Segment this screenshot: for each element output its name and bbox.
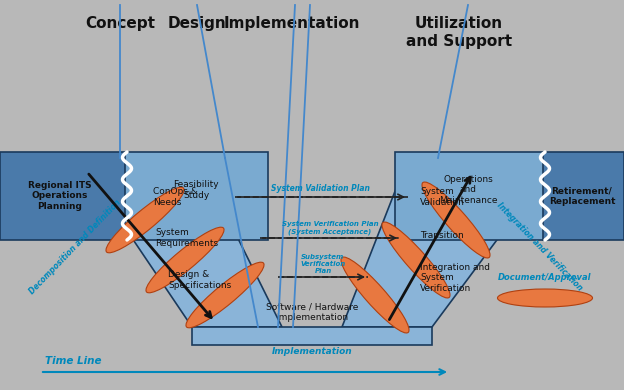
Text: Concept: Concept — [85, 16, 155, 31]
Polygon shape — [192, 327, 432, 345]
Ellipse shape — [341, 257, 409, 333]
Ellipse shape — [497, 289, 593, 307]
Ellipse shape — [382, 222, 450, 298]
Text: Integration and
System
Verification: Integration and System Verification — [420, 263, 490, 293]
Polygon shape — [342, 158, 558, 327]
Text: Decomposition and Definition: Decomposition and Definition — [27, 198, 122, 296]
Text: Time Line: Time Line — [45, 356, 102, 366]
Text: System
Requirements: System Requirements — [155, 228, 218, 248]
Text: System Validation Plan: System Validation Plan — [271, 184, 369, 193]
Text: Software / Hardware
Implementation: Software / Hardware Implementation — [266, 302, 358, 322]
Text: System Verification Plan
(System Acceptance): System Verification Plan (System Accepta… — [281, 221, 378, 235]
Text: Design: Design — [167, 16, 226, 31]
Text: Integration and Verification: Integration and Verification — [495, 201, 585, 293]
Polygon shape — [0, 152, 127, 240]
Text: Utilization
and Support: Utilization and Support — [406, 16, 512, 49]
Polygon shape — [543, 152, 624, 240]
Polygon shape — [395, 152, 545, 240]
Text: Regional ITS
Operations
Planning: Regional ITS Operations Planning — [28, 181, 92, 211]
Text: Subsystem
Verification
Plan: Subsystem Verification Plan — [300, 254, 346, 274]
Text: Design &
Specifications: Design & Specifications — [168, 270, 232, 290]
Text: Operations
and
Maintenance: Operations and Maintenance — [439, 175, 497, 205]
Text: Document/Approval: Document/Approval — [498, 273, 592, 282]
Text: Implementation: Implementation — [224, 16, 360, 31]
Ellipse shape — [422, 182, 490, 258]
Ellipse shape — [186, 262, 264, 328]
Text: Retirement/
Replacement: Retirement/ Replacement — [548, 186, 615, 206]
Polygon shape — [125, 152, 268, 240]
Text: Implementation: Implementation — [271, 347, 353, 356]
Ellipse shape — [146, 227, 224, 293]
Text: System
Validation: System Validation — [420, 187, 465, 207]
Ellipse shape — [106, 187, 184, 253]
Text: ConOps &
Needs: ConOps & Needs — [153, 187, 198, 207]
Text: Feasibility
Study: Feasibility Study — [173, 180, 219, 200]
Polygon shape — [78, 158, 282, 327]
Text: Transition: Transition — [420, 230, 464, 239]
